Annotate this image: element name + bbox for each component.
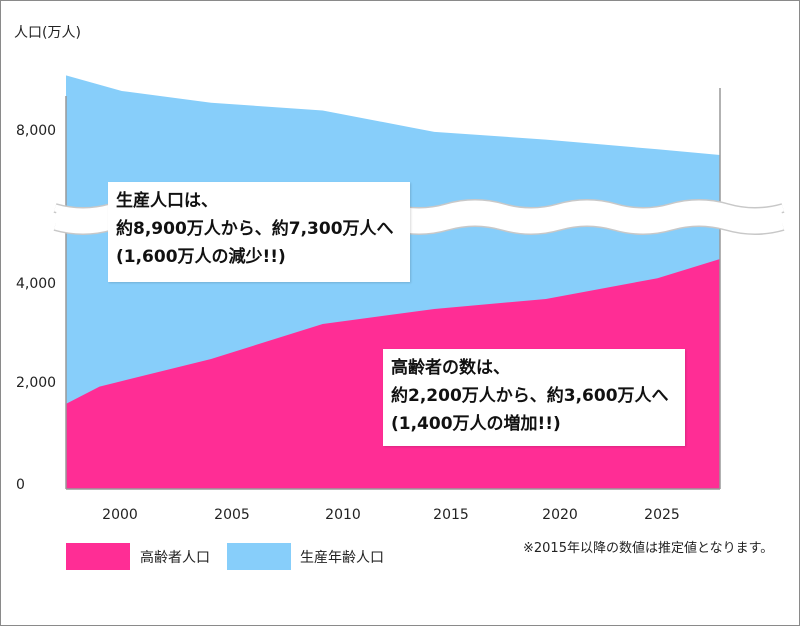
x-tick-label: 2015 — [433, 507, 469, 523]
x-tick-label: 2020 — [542, 507, 578, 523]
callout-line: 生産人口は、 — [116, 191, 218, 211]
legend-swatch-elderly — [66, 543, 130, 570]
estimate-note: ※2015年以降の数値は推定値となります。 — [523, 541, 774, 556]
callout-line: (1,600万人の減少!!) — [116, 247, 286, 267]
callout-line: (1,400万人の増加!!) — [391, 414, 561, 434]
y-tick-label: 2,000 — [16, 375, 57, 391]
y-tick-label: 8,000 — [16, 123, 57, 139]
elderly-callout: 高齢者の数は、 約2,200万人から、約3,600万人へ (1,400万人の増加… — [383, 349, 685, 446]
legend-label-working: 生産年齢人口 — [300, 550, 384, 566]
x-tick-label: 2005 — [214, 507, 250, 523]
callout-line: 高齢者の数は、 — [391, 358, 510, 378]
x-tick-label: 2025 — [644, 507, 680, 523]
x-tick-label: 2000 — [102, 507, 138, 523]
callout-line: 約2,200万人から、約3,600万人へ — [391, 386, 669, 406]
y-tick-label: 4,000 — [16, 276, 57, 292]
x-tick-label: 2010 — [325, 507, 361, 523]
y-tick-label: 0 — [16, 477, 25, 493]
y-axis-label: 人口(万人) — [14, 25, 81, 41]
working-age-callout: 生産人口は、 約8,900万人から、約7,300万人へ (1,600万人の減少!… — [108, 182, 410, 282]
legend-label-elderly: 高齢者人口 — [140, 550, 210, 566]
legend-swatch-working — [227, 543, 291, 570]
callout-line: 約8,900万人から、約7,300万人へ — [116, 219, 394, 239]
